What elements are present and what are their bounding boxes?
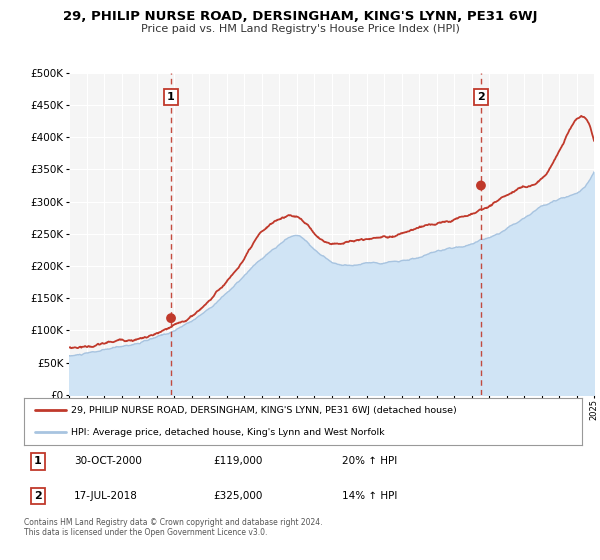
Text: £119,000: £119,000 xyxy=(214,456,263,466)
Text: 1: 1 xyxy=(167,92,175,102)
Point xyxy=(166,314,176,323)
Text: 29, PHILIP NURSE ROAD, DERSINGHAM, KING'S LYNN, PE31 6WJ: 29, PHILIP NURSE ROAD, DERSINGHAM, KING'… xyxy=(63,10,537,23)
Text: HPI: Average price, detached house, King's Lynn and West Norfolk: HPI: Average price, detached house, King… xyxy=(71,428,385,437)
Text: £325,000: £325,000 xyxy=(214,491,263,501)
Text: 17-JUL-2018: 17-JUL-2018 xyxy=(74,491,138,501)
Text: 14% ↑ HPI: 14% ↑ HPI xyxy=(342,491,397,501)
Point xyxy=(476,181,486,190)
Text: 1: 1 xyxy=(34,456,42,466)
Text: 30-OCT-2000: 30-OCT-2000 xyxy=(74,456,142,466)
Text: 2: 2 xyxy=(34,491,42,501)
Text: 2: 2 xyxy=(477,92,485,102)
Text: Contains HM Land Registry data © Crown copyright and database right 2024.
This d: Contains HM Land Registry data © Crown c… xyxy=(24,518,323,538)
Text: 20% ↑ HPI: 20% ↑ HPI xyxy=(342,456,397,466)
Text: 29, PHILIP NURSE ROAD, DERSINGHAM, KING'S LYNN, PE31 6WJ (detached house): 29, PHILIP NURSE ROAD, DERSINGHAM, KING'… xyxy=(71,406,457,415)
Text: Price paid vs. HM Land Registry's House Price Index (HPI): Price paid vs. HM Land Registry's House … xyxy=(140,24,460,34)
